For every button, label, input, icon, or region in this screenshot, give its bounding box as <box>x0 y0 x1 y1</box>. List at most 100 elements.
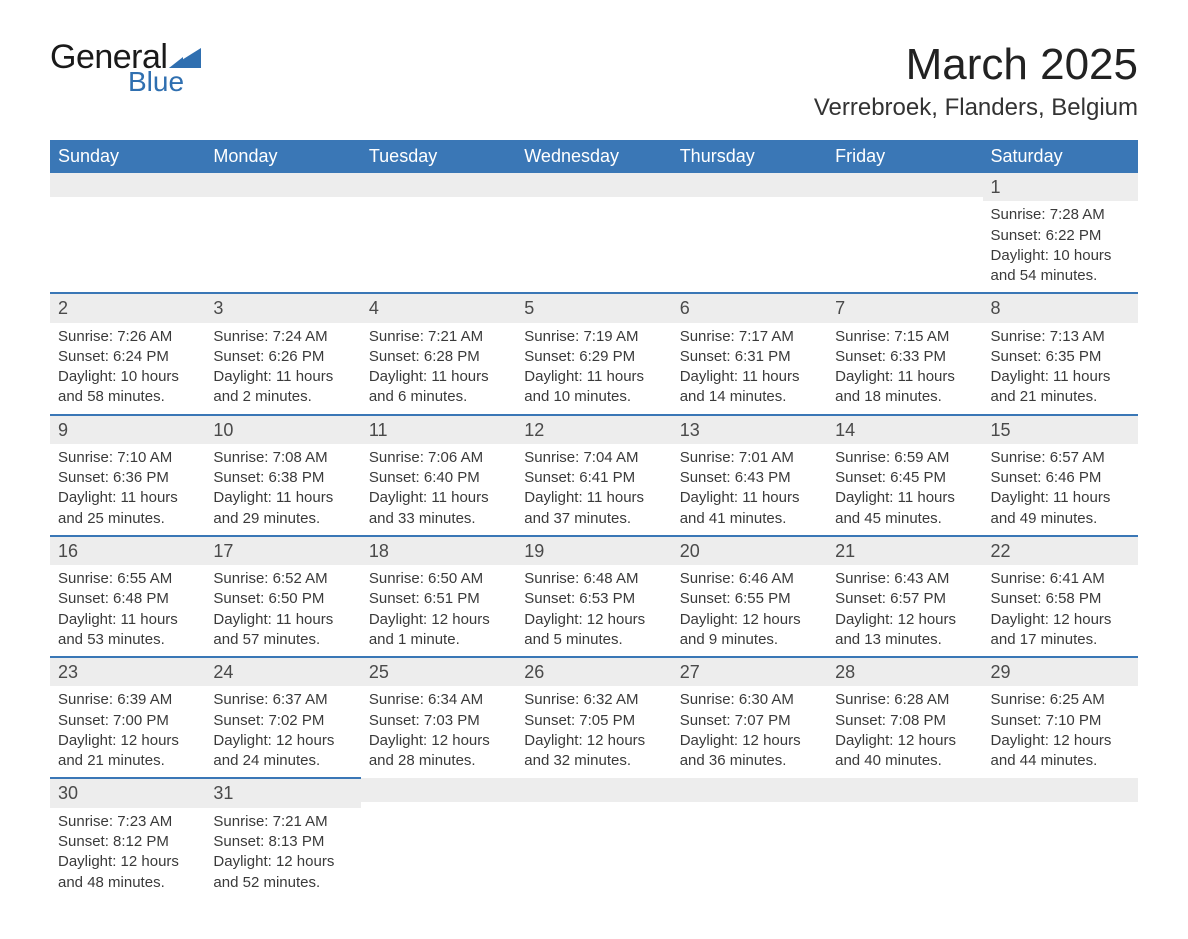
day-details: Sunrise: 6:50 AMSunset: 6:51 PMDaylight:… <box>361 565 516 656</box>
calendar-day-cell: 27Sunrise: 6:30 AMSunset: 7:07 PMDayligh… <box>672 657 827 778</box>
calendar-day-cell: 15Sunrise: 6:57 AMSunset: 6:46 PMDayligh… <box>983 415 1138 536</box>
sunset-text: Sunset: 6:40 PM <box>369 468 508 488</box>
daylight-text: Daylight: 12 hours and 21 minutes. <box>58 731 197 772</box>
calendar-day-cell: 18Sunrise: 6:50 AMSunset: 6:51 PMDayligh… <box>361 536 516 657</box>
daylight-text: Daylight: 11 hours and 33 minutes. <box>369 488 508 529</box>
day-details: Sunrise: 7:17 AMSunset: 6:31 PMDaylight:… <box>672 323 827 414</box>
calendar-day-cell <box>50 173 205 293</box>
sunset-text: Sunset: 6:58 PM <box>991 589 1130 609</box>
daylight-text: Daylight: 11 hours and 25 minutes. <box>58 488 197 529</box>
calendar-day-cell <box>672 173 827 293</box>
daylight-text: Daylight: 11 hours and 6 minutes. <box>369 367 508 408</box>
day-number <box>205 173 360 197</box>
day-number: 19 <box>516 537 671 565</box>
calendar-week-row: 16Sunrise: 6:55 AMSunset: 6:48 PMDayligh… <box>50 536 1138 657</box>
calendar-day-cell: 30Sunrise: 7:23 AMSunset: 8:12 PMDayligh… <box>50 778 205 898</box>
calendar-day-cell: 21Sunrise: 6:43 AMSunset: 6:57 PMDayligh… <box>827 536 982 657</box>
day-number: 9 <box>50 416 205 444</box>
sunset-text: Sunset: 6:28 PM <box>369 347 508 367</box>
daylight-text: Daylight: 10 hours and 58 minutes. <box>58 367 197 408</box>
calendar-day-cell <box>361 778 516 898</box>
day-details: Sunrise: 7:01 AMSunset: 6:43 PMDaylight:… <box>672 444 827 535</box>
day-number: 21 <box>827 537 982 565</box>
sunset-text: Sunset: 8:13 PM <box>213 832 352 852</box>
sunset-text: Sunset: 6:43 PM <box>680 468 819 488</box>
daylight-text: Daylight: 11 hours and 49 minutes. <box>991 488 1130 529</box>
col-header: Tuesday <box>361 140 516 173</box>
daylight-text: Daylight: 12 hours and 32 minutes. <box>524 731 663 772</box>
day-details: Sunrise: 6:48 AMSunset: 6:53 PMDaylight:… <box>516 565 671 656</box>
calendar-day-cell <box>827 778 982 898</box>
calendar-week-row: 9Sunrise: 7:10 AMSunset: 6:36 PMDaylight… <box>50 415 1138 536</box>
daylight-text: Daylight: 11 hours and 2 minutes. <box>213 367 352 408</box>
day-details: Sunrise: 6:32 AMSunset: 7:05 PMDaylight:… <box>516 686 671 777</box>
day-details: Sunrise: 6:34 AMSunset: 7:03 PMDaylight:… <box>361 686 516 777</box>
logo-text-blue: Blue <box>128 68 201 96</box>
day-number: 16 <box>50 537 205 565</box>
day-details <box>672 802 827 882</box>
day-details: Sunrise: 7:21 AMSunset: 8:13 PMDaylight:… <box>205 808 360 899</box>
day-details: Sunrise: 7:08 AMSunset: 6:38 PMDaylight:… <box>205 444 360 535</box>
sunset-text: Sunset: 7:08 PM <box>835 711 974 731</box>
sunrise-text: Sunrise: 7:01 AM <box>680 448 819 468</box>
day-number <box>516 173 671 197</box>
calendar-day-cell <box>827 173 982 293</box>
day-details <box>361 802 516 882</box>
sunrise-text: Sunrise: 6:46 AM <box>680 569 819 589</box>
col-header: Thursday <box>672 140 827 173</box>
day-number <box>361 173 516 197</box>
day-number: 14 <box>827 416 982 444</box>
calendar-day-cell: 19Sunrise: 6:48 AMSunset: 6:53 PMDayligh… <box>516 536 671 657</box>
sunrise-text: Sunrise: 7:19 AM <box>524 327 663 347</box>
sunset-text: Sunset: 7:10 PM <box>991 711 1130 731</box>
daylight-text: Daylight: 12 hours and 13 minutes. <box>835 610 974 651</box>
day-details: Sunrise: 6:28 AMSunset: 7:08 PMDaylight:… <box>827 686 982 777</box>
sunrise-text: Sunrise: 6:25 AM <box>991 690 1130 710</box>
sunrise-text: Sunrise: 7:13 AM <box>991 327 1130 347</box>
day-number: 28 <box>827 658 982 686</box>
sunset-text: Sunset: 6:22 PM <box>991 226 1130 246</box>
sunset-text: Sunset: 6:29 PM <box>524 347 663 367</box>
calendar-day-cell: 3Sunrise: 7:24 AMSunset: 6:26 PMDaylight… <box>205 293 360 414</box>
day-details: Sunrise: 6:37 AMSunset: 7:02 PMDaylight:… <box>205 686 360 777</box>
calendar-day-cell: 20Sunrise: 6:46 AMSunset: 6:55 PMDayligh… <box>672 536 827 657</box>
day-number: 30 <box>50 779 205 807</box>
day-details: Sunrise: 7:06 AMSunset: 6:40 PMDaylight:… <box>361 444 516 535</box>
sunrise-text: Sunrise: 6:32 AM <box>524 690 663 710</box>
sunset-text: Sunset: 6:36 PM <box>58 468 197 488</box>
calendar-day-cell <box>983 778 1138 898</box>
day-details: Sunrise: 7:10 AMSunset: 6:36 PMDaylight:… <box>50 444 205 535</box>
day-details: Sunrise: 6:25 AMSunset: 7:10 PMDaylight:… <box>983 686 1138 777</box>
sunrise-text: Sunrise: 6:41 AM <box>991 569 1130 589</box>
calendar-day-cell: 24Sunrise: 6:37 AMSunset: 7:02 PMDayligh… <box>205 657 360 778</box>
day-details: Sunrise: 7:24 AMSunset: 6:26 PMDaylight:… <box>205 323 360 414</box>
sunrise-text: Sunrise: 7:04 AM <box>524 448 663 468</box>
daylight-text: Daylight: 12 hours and 5 minutes. <box>524 610 663 651</box>
day-number: 22 <box>983 537 1138 565</box>
calendar-day-cell: 10Sunrise: 7:08 AMSunset: 6:38 PMDayligh… <box>205 415 360 536</box>
day-number: 27 <box>672 658 827 686</box>
day-details <box>983 802 1138 882</box>
day-number <box>983 778 1138 802</box>
sunset-text: Sunset: 7:02 PM <box>213 711 352 731</box>
page-header: General Blue March 2025 Verrebroek, Flan… <box>50 40 1138 122</box>
sunrise-text: Sunrise: 6:52 AM <box>213 569 352 589</box>
day-details: Sunrise: 7:23 AMSunset: 8:12 PMDaylight:… <box>50 808 205 899</box>
calendar-day-cell <box>205 173 360 293</box>
calendar-header-row: Sunday Monday Tuesday Wednesday Thursday… <box>50 140 1138 173</box>
col-header: Saturday <box>983 140 1138 173</box>
calendar-day-cell: 13Sunrise: 7:01 AMSunset: 6:43 PMDayligh… <box>672 415 827 536</box>
calendar-week-row: 30Sunrise: 7:23 AMSunset: 8:12 PMDayligh… <box>50 778 1138 898</box>
calendar-day-cell: 14Sunrise: 6:59 AMSunset: 6:45 PMDayligh… <box>827 415 982 536</box>
day-number: 1 <box>983 173 1138 201</box>
day-number: 18 <box>361 537 516 565</box>
col-header: Wednesday <box>516 140 671 173</box>
day-details: Sunrise: 6:57 AMSunset: 6:46 PMDaylight:… <box>983 444 1138 535</box>
month-title: March 2025 <box>814 40 1138 90</box>
sunset-text: Sunset: 6:48 PM <box>58 589 197 609</box>
day-number: 11 <box>361 416 516 444</box>
sunrise-text: Sunrise: 6:50 AM <box>369 569 508 589</box>
sunset-text: Sunset: 8:12 PM <box>58 832 197 852</box>
sunset-text: Sunset: 6:51 PM <box>369 589 508 609</box>
sunset-text: Sunset: 7:03 PM <box>369 711 508 731</box>
